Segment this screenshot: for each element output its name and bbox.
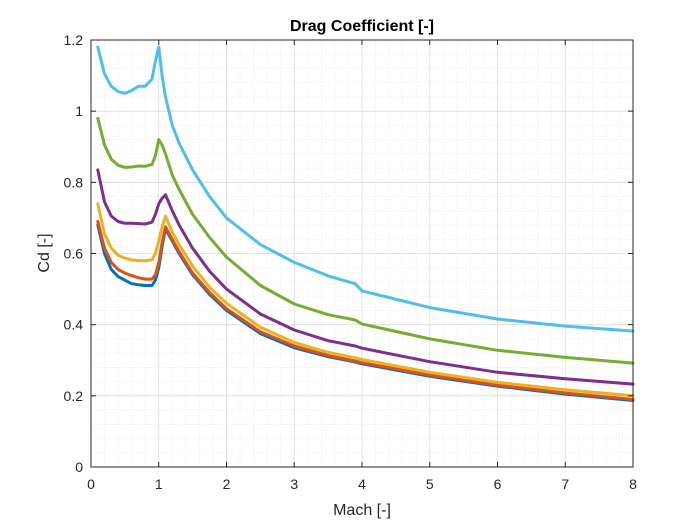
x-axis-label: Mach [-] — [333, 502, 391, 519]
series-line-5 — [96, 116, 635, 365]
x-tick-label: 5 — [426, 476, 434, 492]
y-tick-label: 0.2 — [64, 388, 84, 404]
x-tick-label: 3 — [290, 476, 298, 492]
series-line-4 — [96, 168, 635, 386]
y-axis-label: Cd [-] — [36, 233, 53, 272]
y-tick-label: 0.4 — [64, 317, 84, 333]
y-tick-label: 0.8 — [64, 174, 84, 190]
x-tick-label: 0 — [87, 476, 95, 492]
x-tick-label: 2 — [223, 476, 231, 492]
chart-title: Drag Coefficient [-] — [290, 18, 434, 35]
series-line-2 — [96, 220, 635, 401]
x-tick-label: 4 — [358, 476, 366, 492]
y-axis-ticks: 0 0.2 0.4 0.6 0.8 1 1.2 — [64, 32, 633, 475]
x-tick-label: 7 — [561, 476, 569, 492]
y-tick-label: 1 — [75, 103, 83, 119]
series-line-3 — [96, 202, 635, 398]
x-tick-label: 6 — [494, 476, 502, 492]
y-tick-label: 0 — [75, 459, 83, 475]
x-axis-ticks: 0 1 2 3 4 5 6 7 8 — [87, 40, 637, 492]
series-line-6 — [96, 45, 635, 333]
x-tick-label: 1 — [155, 476, 163, 492]
x-tick-label: 8 — [629, 476, 637, 492]
series-group — [96, 45, 635, 402]
y-tick-label: 0.6 — [64, 246, 84, 262]
y-tick-label: 1.2 — [64, 32, 84, 48]
